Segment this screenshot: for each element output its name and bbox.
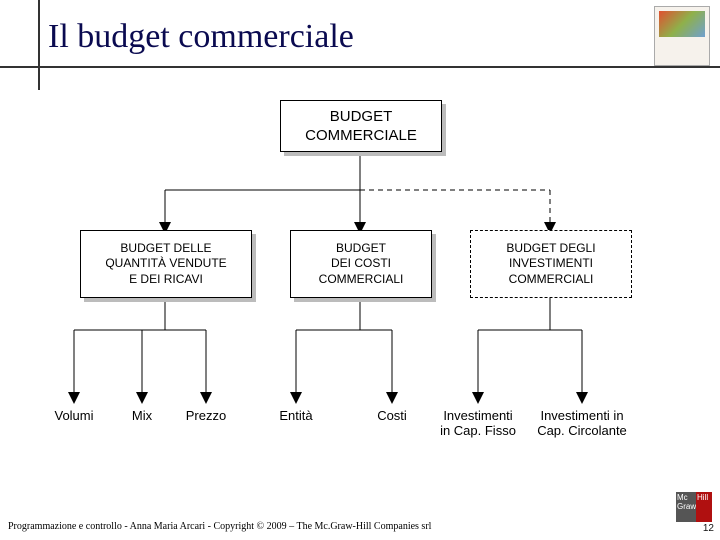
diagram-leaf: Prezzo [156,408,256,423]
diagram-box: BUDGETCOMMERCIALE [280,100,442,152]
diagram-box: BUDGETDEI COSTICOMMERCIALI [290,230,432,298]
diagram-leaf: Costi [342,408,442,423]
diagram-box: BUDGET DELLEQUANTITÀ VENDUTEE DEI RICAVI [80,230,252,298]
mcgraw-hill-logo-icon: McGrawHill [676,492,710,520]
diagram-box: BUDGET DEGLIINVESTIMENTICOMMERCIALI [470,230,632,298]
page-number: 12 [703,523,714,534]
diagram-leaf: Investimenti in Cap. Fisso [428,408,528,438]
copyright-footer: Programmazione e controllo - Anna Maria … [8,521,431,532]
diagram-leaf: Entità [246,408,346,423]
diagram-leaf: Investimenti in Cap. Circolante [532,408,632,438]
